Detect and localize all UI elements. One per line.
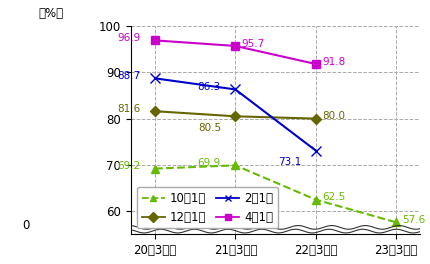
12月1日 [153,110,158,113]
Text: 80.5: 80.5 [198,123,221,133]
10月1日 [153,167,158,170]
Text: 96.9: 96.9 [117,33,141,43]
Line: 2月1日: 2月1日 [150,73,321,155]
12月1日 [313,117,318,120]
Line: 12月1日: 12月1日 [152,108,319,122]
Text: 69.9: 69.9 [198,158,221,168]
Text: （%）: （%） [38,7,64,20]
4月1日 [313,62,318,65]
4月1日 [153,39,158,42]
2月1日 [313,149,318,152]
2月1日 [233,88,238,91]
Text: 69.2: 69.2 [117,161,141,171]
Line: 4月1日: 4月1日 [151,36,320,68]
10月1日 [233,164,238,167]
Text: 91.8: 91.8 [322,57,345,67]
Text: 88.7: 88.7 [117,71,141,81]
Text: 73.1: 73.1 [278,157,301,167]
Text: 0: 0 [22,219,30,232]
Text: 86.3: 86.3 [198,82,221,92]
Line: 10月1日: 10月1日 [151,161,400,227]
10月1日 [393,221,399,224]
Legend: 10月1日, 12月1日, 2月1日, 4月1日: 10月1日, 12月1日, 2月1日, 4月1日 [137,187,278,228]
Text: 95.7: 95.7 [242,39,265,49]
Text: 62.5: 62.5 [322,192,345,202]
10月1日 [313,198,318,201]
Text: 80.0: 80.0 [322,111,345,121]
12月1日 [233,115,238,118]
Text: 57.6: 57.6 [402,215,426,225]
2月1日 [153,77,158,80]
4月1日 [233,44,238,48]
Text: 81.6: 81.6 [117,104,141,114]
